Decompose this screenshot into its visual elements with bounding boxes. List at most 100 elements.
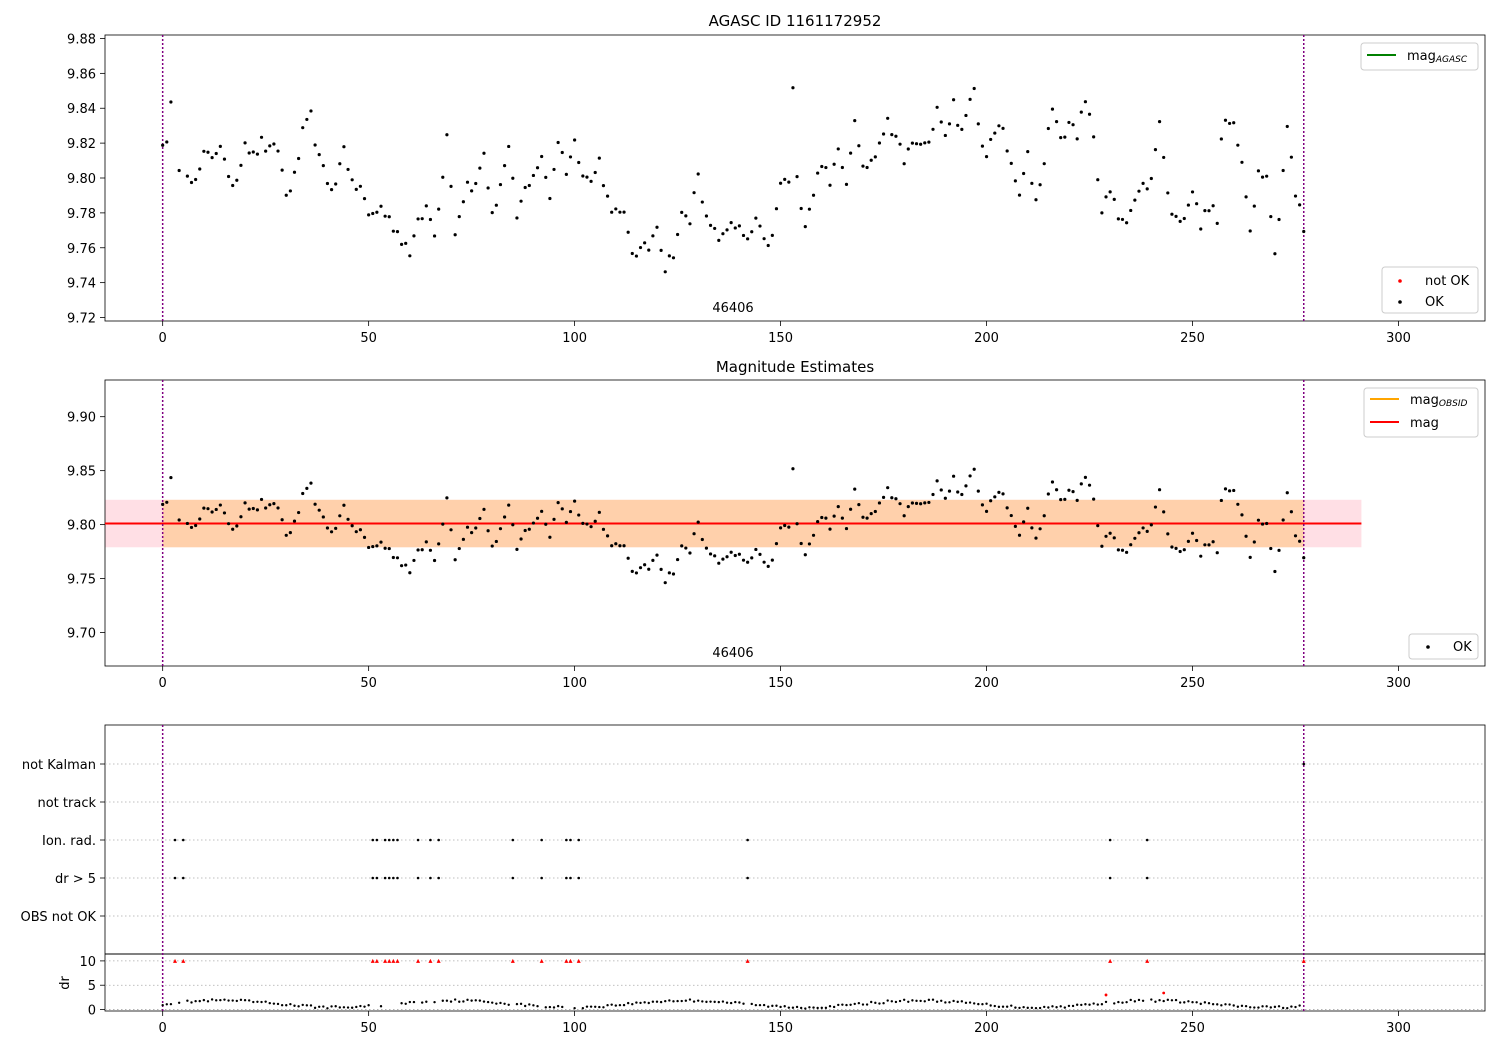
x-tick-label: 200 [974, 1021, 999, 1036]
dr-point [161, 1003, 164, 1007]
mag-point [700, 200, 704, 204]
mag-point [198, 167, 202, 171]
dr-point [528, 1003, 531, 1006]
dr-point [297, 1005, 300, 1008]
mag-point [1112, 197, 1116, 201]
dr-point [561, 1005, 564, 1009]
mag-point [1277, 548, 1281, 552]
dr-point [734, 1000, 737, 1004]
mag-point [762, 560, 766, 564]
dr-point [309, 1004, 313, 1007]
dr-point [478, 999, 482, 1002]
mag-point [399, 242, 404, 246]
mag-point [1133, 536, 1137, 540]
mag-point [1269, 214, 1273, 219]
mag-point [1120, 548, 1125, 552]
mag-point [737, 224, 741, 228]
mag-point [399, 564, 404, 568]
mag-point [593, 519, 597, 523]
mag-point [309, 481, 313, 485]
mag-point [997, 124, 1001, 128]
dr-point [820, 1006, 823, 1010]
dr-point [1220, 1004, 1223, 1007]
dr-point [964, 1001, 968, 1005]
dr-clipped-marker [387, 958, 392, 963]
mag-point [853, 119, 857, 123]
mag-point [684, 546, 688, 550]
mag-point [1009, 513, 1013, 518]
mag-point [544, 522, 548, 526]
dr-clipped-marker [436, 958, 441, 963]
flag-point [371, 838, 375, 842]
dr-point [1265, 1005, 1268, 1008]
x-tick-label: 150 [768, 1021, 793, 1036]
mag-point [1260, 522, 1265, 526]
dr-point [1096, 1003, 1099, 1006]
mag-point [671, 572, 676, 576]
dr-outlier-point [1104, 993, 1108, 997]
mag-point [844, 526, 849, 531]
legend-marker-ok [1398, 300, 1402, 304]
dr-point [198, 999, 201, 1003]
mag-point [725, 228, 729, 232]
mag-point [486, 529, 490, 533]
mag-point [696, 172, 700, 176]
mag-point [935, 105, 939, 109]
mag-point [729, 550, 733, 554]
mag-point [828, 183, 832, 187]
dr-point [1281, 1006, 1285, 1010]
mag-point [651, 558, 655, 563]
mag-point [1034, 536, 1038, 540]
mag-point [919, 502, 923, 506]
mag-point [976, 122, 980, 126]
mag-point [502, 164, 507, 168]
flag-point [577, 876, 581, 880]
mag-point [552, 517, 556, 521]
dr-point [268, 1001, 271, 1005]
flag-point [429, 838, 432, 842]
mag-point [358, 184, 363, 188]
dr-point [1174, 998, 1178, 1002]
dr-point [1286, 1006, 1289, 1010]
mag-point [523, 185, 527, 190]
mag-point [758, 552, 762, 556]
dr-point [523, 1004, 527, 1008]
dr-point [285, 1004, 288, 1007]
dr-point [771, 1004, 774, 1008]
flag-point [565, 838, 568, 842]
dr-point [1178, 1001, 1182, 1004]
mag-point [1145, 529, 1149, 533]
mag-point [255, 152, 260, 156]
dr-point [668, 999, 671, 1002]
dr-point [313, 1006, 317, 1010]
x-tick-label: 200 [974, 676, 999, 691]
dr-point [219, 998, 222, 1002]
legend-upper: magOBSID mag [1363, 387, 1479, 438]
dr-point [696, 999, 700, 1002]
mag-point [1195, 538, 1199, 543]
mag-point [548, 535, 552, 539]
mag-point [824, 516, 828, 520]
mag-point [1092, 497, 1096, 501]
mag-point [1227, 489, 1232, 493]
mag-point [1129, 208, 1133, 213]
mag-point [799, 541, 803, 546]
mag-point [540, 154, 544, 159]
flag-point [375, 876, 379, 880]
mag-point [1087, 483, 1092, 487]
mag-point [354, 530, 358, 534]
mag-point [840, 516, 844, 520]
dr-point [408, 1000, 412, 1004]
mag-point [395, 556, 400, 560]
mag-point [255, 508, 260, 512]
dr-clipped-marker [1108, 958, 1113, 963]
y-tick-label: 9.85 [67, 465, 96, 480]
dr-point [453, 998, 457, 1001]
dr-point [861, 1003, 865, 1006]
dr-point [824, 1006, 828, 1010]
dr-point [606, 1003, 609, 1007]
dr-point [795, 1005, 799, 1009]
mag-point [1125, 550, 1129, 554]
x-tick-label: 250 [1180, 1021, 1205, 1036]
mag-point [1166, 191, 1170, 195]
